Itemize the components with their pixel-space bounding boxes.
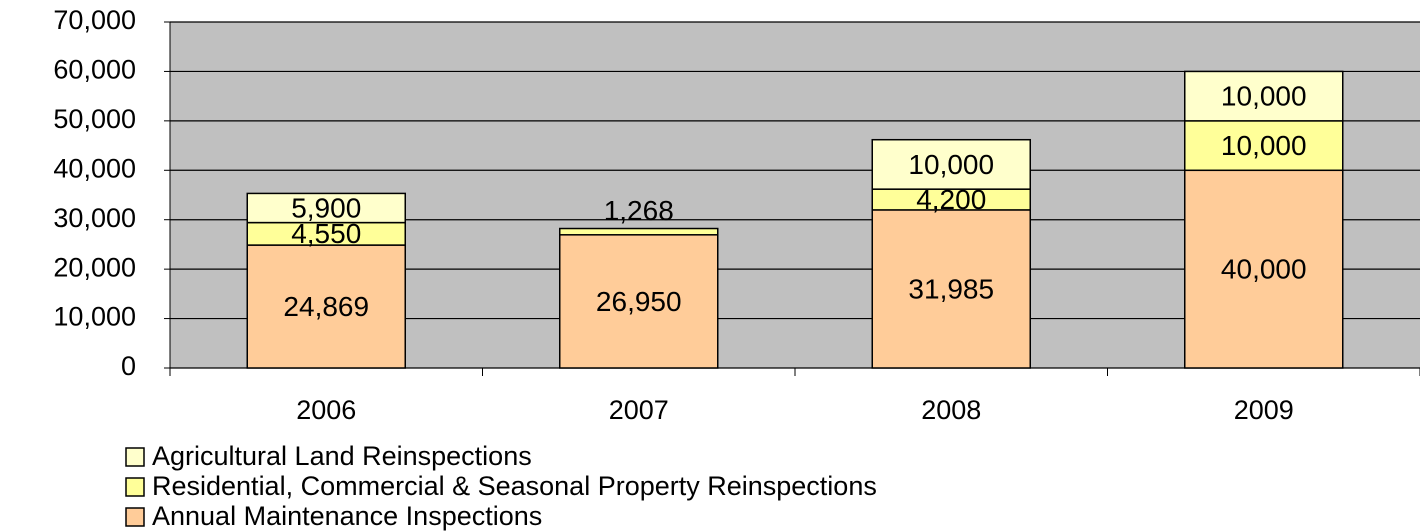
y-tick-label: 10,000 — [53, 302, 136, 332]
bar-segment — [246, 192, 406, 224]
data-label: 24,869 — [283, 291, 369, 322]
y-tick-label: 70,000 — [53, 5, 136, 35]
bar-segment — [559, 234, 719, 369]
y-tick-label: 20,000 — [53, 252, 136, 282]
y-tick-label: 50,000 — [53, 104, 136, 134]
bar-segment — [1184, 70, 1344, 122]
bar-segment — [246, 244, 406, 369]
data-label: 10,000 — [908, 149, 994, 180]
legend-label: Residential, Commercial & Seasonal Prope… — [152, 471, 877, 501]
x-tick-label: 2009 — [1234, 395, 1294, 425]
y-tick-label: 30,000 — [53, 203, 136, 233]
y-tick-label: 60,000 — [53, 55, 136, 85]
legend-swatch — [125, 507, 145, 527]
data-label: 1,268 — [604, 195, 674, 226]
x-tick-label: 2007 — [609, 395, 669, 425]
data-label: 5,900 — [291, 192, 361, 223]
legend-label: Agricultural Land Reinspections — [152, 441, 532, 471]
legend-label: Annual Maintenance Inspections — [152, 501, 542, 531]
x-tick-label: 2008 — [921, 395, 981, 425]
bar-segment — [559, 227, 719, 236]
data-label: 10,000 — [1221, 81, 1307, 112]
y-tick-label: 0 — [121, 351, 136, 381]
data-label: 26,950 — [596, 286, 682, 317]
data-label: 31,985 — [908, 273, 994, 304]
legend-swatch — [125, 477, 145, 497]
data-label: 4,550 — [291, 218, 361, 249]
data-label: 10,000 — [1221, 130, 1307, 161]
legend-swatch — [125, 447, 145, 467]
x-tick-label: 2006 — [296, 395, 356, 425]
bar-segment — [1184, 120, 1344, 172]
bar-segment — [871, 138, 1031, 190]
data-label: 40,000 — [1221, 254, 1307, 285]
y-tick-label: 40,000 — [53, 153, 136, 183]
bar-segment — [1184, 169, 1344, 369]
